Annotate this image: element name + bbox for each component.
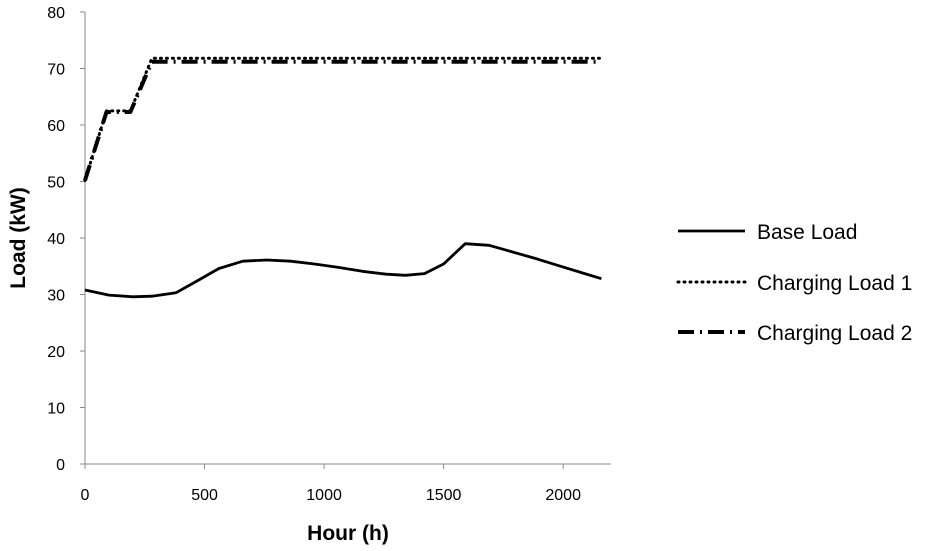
y-tick-label: 40 [47,231,65,248]
legend-label-3: Charging Load 2 [757,322,912,345]
series-group [83,56,603,299]
y-tick-label: 80 [47,5,65,22]
y-tick-label: 50 [47,175,65,192]
x-tick-label: 2000 [545,487,581,504]
series-line-1 [84,242,602,299]
legend: Base Load Charging Load 1 Charging Load 2 [676,221,912,345]
y-tick-label: 10 [47,401,65,418]
y-tick-label: 0 [56,457,65,474]
legend-label-2: Charging Load 1 [757,272,912,295]
series-line-2 [83,56,603,182]
x-tick-label: 1500 [426,487,462,504]
y-tick-label: 70 [47,62,65,79]
y-tick-label: 30 [47,288,65,305]
x-tick-label: 0 [81,487,90,504]
legend-label-1: Base Load [757,221,857,244]
x-axis-title: Hour (h) [307,522,389,545]
series-line-3 [83,59,602,181]
x-tick-label: 1000 [306,487,342,504]
y-tick-label: 20 [47,344,65,361]
y-tick-label: 60 [47,118,65,135]
x-tick-label: 500 [191,487,218,504]
axes: 0 10 20 30 40 50 60 70 80 0 500 1000 1500 2000 [47,5,611,504]
y-axis-title: Load (kW) [7,187,30,288]
